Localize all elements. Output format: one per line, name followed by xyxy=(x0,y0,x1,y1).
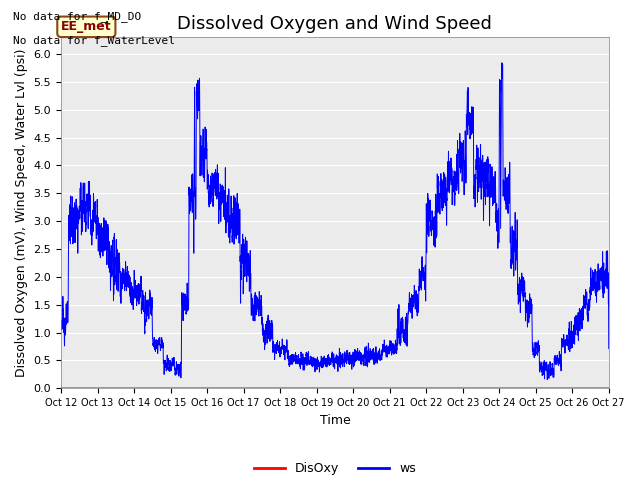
DisOxy xyxy=(605,385,612,391)
ws xyxy=(466,116,474,121)
DisOxy xyxy=(57,385,65,391)
Text: EE_met: EE_met xyxy=(61,20,111,33)
Text: No data for f_MD_DO: No data for f_MD_DO xyxy=(13,11,141,22)
ws xyxy=(157,347,164,352)
DisOxy xyxy=(386,385,394,391)
ws xyxy=(386,343,394,349)
ws xyxy=(605,346,612,351)
DisOxy xyxy=(157,385,164,391)
DisOxy xyxy=(508,385,515,391)
ws xyxy=(57,324,65,330)
Legend: DisOxy, ws: DisOxy, ws xyxy=(249,457,421,480)
Line: ws: ws xyxy=(61,63,609,380)
Text: No data for f_WaterLevel: No data for f_WaterLevel xyxy=(13,35,175,46)
ws xyxy=(508,264,515,270)
ws xyxy=(498,60,506,66)
Y-axis label: Dissolved Oxygen (mV), Wind Speed, Water Lvl (psi): Dissolved Oxygen (mV), Wind Speed, Water… xyxy=(15,48,28,377)
ws xyxy=(543,377,551,383)
DisOxy xyxy=(466,385,474,391)
DisOxy xyxy=(413,385,421,391)
Title: Dissolved Oxygen and Wind Speed: Dissolved Oxygen and Wind Speed xyxy=(177,15,492,33)
X-axis label: Time: Time xyxy=(319,414,350,427)
DisOxy xyxy=(266,385,274,391)
ws xyxy=(266,332,274,338)
ws xyxy=(413,313,421,319)
